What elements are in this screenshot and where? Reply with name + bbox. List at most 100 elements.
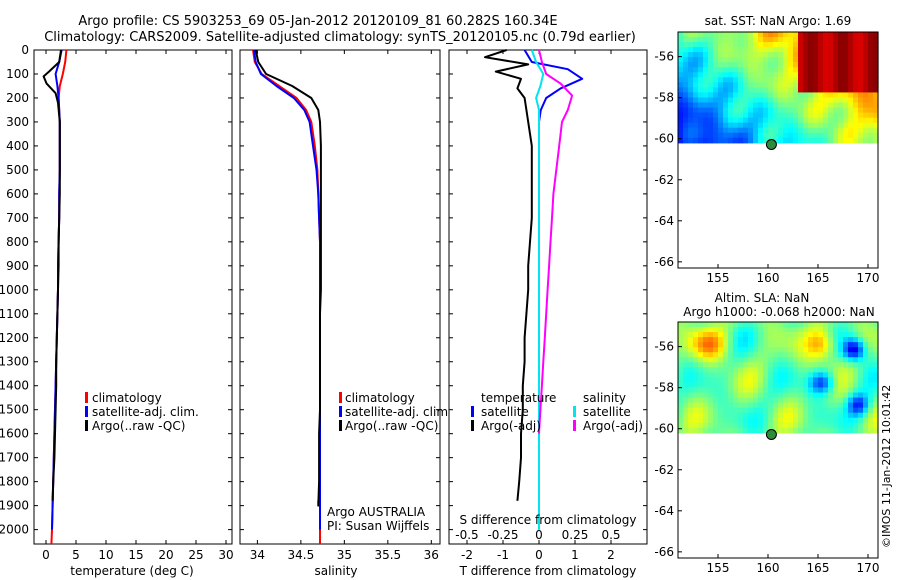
- sla_map-cell: [783, 422, 789, 429]
- sla_map-cell: [693, 377, 699, 384]
- sla_map-cell: [828, 367, 834, 373]
- sla_map-cell: [853, 337, 859, 343]
- sla_map-cell: [843, 357, 849, 363]
- sla_map-cell: [793, 412, 799, 419]
- depth-tick-label: 800: [6, 235, 29, 249]
- sla_map-cell: [868, 412, 874, 419]
- sst_map-cell: [833, 57, 839, 63]
- sla_map-cell: [708, 427, 714, 434]
- sla_map-cell: [753, 392, 759, 399]
- sst_map-cell: [873, 52, 879, 58]
- sla_map-cell: [803, 327, 809, 333]
- sla_map-cell: [803, 337, 809, 343]
- sst_map-cell: [873, 137, 879, 144]
- sla_map-cell: [758, 357, 764, 363]
- sst_map-cell: [798, 42, 804, 48]
- sst_map-cell: [723, 52, 729, 58]
- sst_map-cell: [823, 82, 829, 89]
- sst_map-cell: [733, 127, 739, 134]
- sst_map-cell: [788, 47, 794, 53]
- sst_map-cell: [818, 52, 824, 58]
- sst_map-cell: [798, 117, 804, 124]
- sla_map-cell: [853, 417, 859, 424]
- sst_map-cell: [823, 72, 829, 78]
- sst_map-cell: [848, 122, 854, 129]
- sst_map-cell: [833, 122, 839, 129]
- salinity-x-tick-label: 36: [424, 548, 439, 562]
- sst_map-cell: [768, 42, 774, 48]
- sla_map-cell: [738, 422, 744, 429]
- sst_map-cell: [683, 122, 689, 129]
- sst_map-cell: [718, 52, 724, 58]
- sla_map-cell: [683, 387, 689, 394]
- depth-tick-label: 900: [6, 259, 29, 273]
- sla_map-cell: [698, 387, 704, 394]
- sla_map-cell: [768, 352, 774, 358]
- sst_map-cell: [863, 82, 869, 89]
- sst_map-cell: [713, 62, 719, 68]
- sla_map-cell: [783, 402, 789, 409]
- sla_map-cell: [763, 387, 769, 394]
- sla_map-cell: [698, 332, 704, 338]
- sla_map-cell: [798, 332, 804, 338]
- sla_map-cell: [783, 322, 789, 328]
- sst_map-cell: [763, 107, 769, 114]
- sst_map-cell: [718, 42, 724, 48]
- sla_map-cell: [788, 342, 794, 348]
- sst_map-cell: [753, 102, 759, 109]
- sla_map-cell: [703, 337, 709, 343]
- sst_map-cell: [823, 77, 829, 83]
- sla_map-cell: [768, 402, 774, 409]
- sla_map-cell: [723, 422, 729, 429]
- sla_map-cell: [858, 427, 864, 434]
- sst_map-cell: [708, 62, 714, 68]
- sla_map-cell: [723, 377, 729, 384]
- sla_map-cell: [718, 352, 724, 358]
- sst_map-cell: [803, 112, 809, 119]
- sst_map-x-tick-label: 155: [707, 271, 730, 285]
- sla_map-cell: [708, 407, 714, 414]
- sla_map-cell: [858, 387, 864, 394]
- sst_map-cell: [718, 112, 724, 119]
- sla_map-cell: [728, 377, 734, 384]
- sst_map-cell: [768, 57, 774, 63]
- sst_map-cell: [763, 102, 769, 109]
- sla_map-cell: [798, 407, 804, 414]
- sst_map-cell: [693, 67, 699, 73]
- sst_map-y-tick-label: -64: [654, 214, 674, 228]
- sla_map-cell: [853, 392, 859, 399]
- sla_map-cell: [773, 402, 779, 409]
- sla_map-cell: [803, 387, 809, 394]
- depth-tick-label: 1400: [0, 379, 29, 393]
- sla_map-cell: [873, 427, 879, 434]
- sst_map-cell: [788, 107, 794, 114]
- sla_map-cell: [763, 382, 769, 389]
- sst_map-cell: [783, 132, 789, 139]
- sla_map-cell: [733, 387, 739, 394]
- sla_map-cell: [688, 372, 694, 379]
- sst_map-cell: [818, 122, 824, 129]
- sst_map-cell: [683, 42, 689, 48]
- sst_map-cell: [778, 87, 784, 94]
- sst_map-cell: [803, 107, 809, 114]
- sst_map-cell: [743, 132, 749, 139]
- sla_map-cell: [848, 337, 854, 343]
- sla_map-cell: [798, 322, 804, 328]
- sst_map-cell: [738, 47, 744, 53]
- sst_map-cell: [763, 137, 769, 144]
- sst_map-cell: [858, 127, 864, 134]
- sst_map-cell: [748, 117, 754, 124]
- sst_map-cell: [708, 47, 714, 53]
- depth-tick-label: 0: [21, 43, 29, 57]
- sla_map-cell: [758, 392, 764, 399]
- sla_map-cell: [818, 417, 824, 424]
- legend-swatch-climatology: [339, 392, 342, 403]
- sla_map-cell: [773, 347, 779, 353]
- sst_map-cell: [868, 62, 874, 68]
- sst_map-cell: [853, 112, 859, 119]
- sla_map-cell: [823, 427, 829, 434]
- sla_map-cell: [718, 422, 724, 429]
- sst_map-cell: [698, 107, 704, 114]
- sla_map-cell: [758, 367, 764, 373]
- sla_map-cell: [718, 327, 724, 333]
